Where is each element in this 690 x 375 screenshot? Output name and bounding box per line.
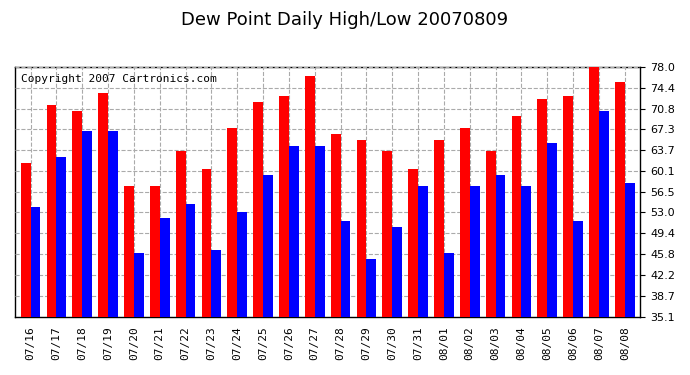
Bar <box>263 175 273 375</box>
Bar <box>382 152 392 375</box>
Bar <box>331 134 341 375</box>
Bar <box>289 146 299 375</box>
Bar <box>538 99 547 375</box>
Bar <box>589 67 599 375</box>
Bar <box>434 140 444 375</box>
Bar <box>201 169 211 375</box>
Bar <box>460 128 470 375</box>
Text: Copyright 2007 Cartronics.com: Copyright 2007 Cartronics.com <box>21 75 217 84</box>
Bar <box>522 186 531 375</box>
Bar <box>21 163 30 375</box>
Bar <box>228 128 237 375</box>
Bar <box>98 93 108 375</box>
Bar <box>495 175 505 375</box>
Bar <box>186 204 195 375</box>
Bar <box>511 117 522 375</box>
Bar <box>624 183 635 375</box>
Bar <box>315 146 324 375</box>
Bar <box>563 96 573 375</box>
Bar <box>392 227 402 375</box>
Bar <box>305 76 315 375</box>
Bar <box>211 250 221 375</box>
Bar <box>108 131 118 375</box>
Bar <box>573 221 583 375</box>
Bar <box>46 105 57 375</box>
Bar <box>253 102 263 375</box>
Bar <box>134 253 144 375</box>
Bar <box>615 81 624 375</box>
Bar <box>486 152 495 375</box>
Bar <box>444 253 454 375</box>
Bar <box>150 186 159 375</box>
Bar <box>237 212 247 375</box>
Bar <box>547 142 557 375</box>
Bar <box>599 111 609 375</box>
Bar <box>418 186 428 375</box>
Bar <box>341 221 351 375</box>
Bar <box>57 157 66 375</box>
Bar <box>357 140 366 375</box>
Bar <box>408 169 418 375</box>
Bar <box>82 131 92 375</box>
Text: Dew Point Daily High/Low 20070809: Dew Point Daily High/Low 20070809 <box>181 11 509 29</box>
Bar <box>279 96 289 375</box>
Bar <box>366 259 376 375</box>
Bar <box>72 111 82 375</box>
Bar <box>30 207 40 375</box>
Bar <box>176 152 186 375</box>
Bar <box>159 218 170 375</box>
Bar <box>470 186 480 375</box>
Bar <box>124 186 134 375</box>
